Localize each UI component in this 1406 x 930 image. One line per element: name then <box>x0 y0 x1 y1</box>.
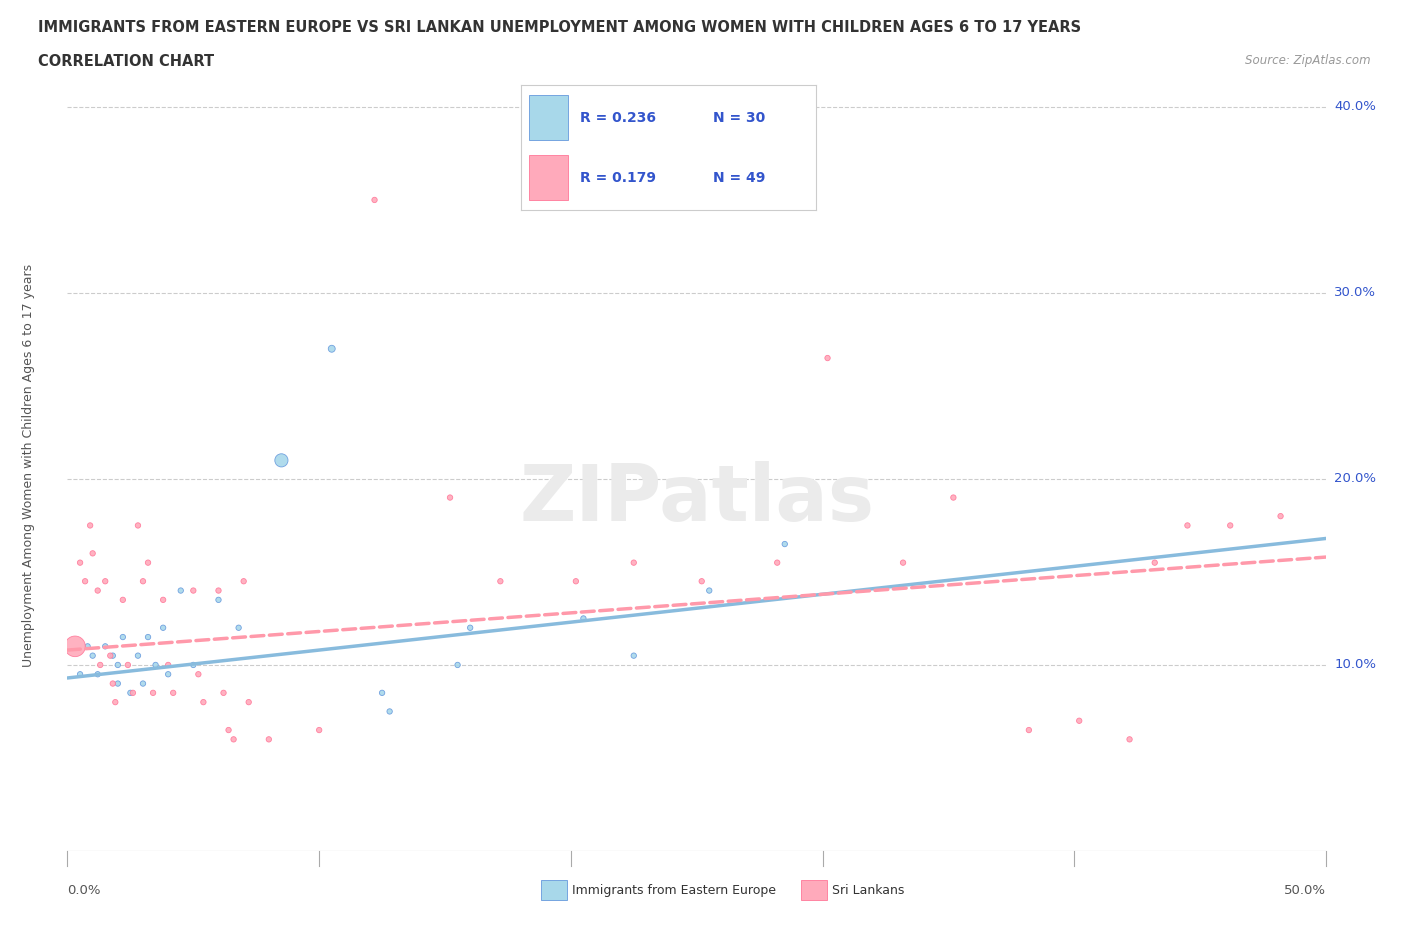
Point <box>228 620 250 635</box>
Point <box>94 574 117 589</box>
Point <box>1270 509 1292 524</box>
Point <box>623 555 645 570</box>
Point <box>117 658 139 672</box>
Point <box>690 574 713 589</box>
Point <box>773 537 796 551</box>
Point <box>107 676 129 691</box>
Point <box>1069 713 1091 728</box>
Point <box>145 658 167 672</box>
Point <box>697 583 720 598</box>
Point <box>152 620 174 635</box>
Text: Unemployment Among Women with Children Ages 6 to 17 years: Unemployment Among Women with Children A… <box>21 263 35 667</box>
Text: R = 0.179: R = 0.179 <box>579 171 655 185</box>
Text: 30.0%: 30.0% <box>1334 286 1376 299</box>
Point <box>69 667 91 682</box>
Point <box>152 592 174 607</box>
Text: Source: ZipAtlas.com: Source: ZipAtlas.com <box>1246 54 1371 67</box>
Point <box>1219 518 1241 533</box>
Point <box>257 732 280 747</box>
Point <box>817 351 839 365</box>
Point <box>170 583 193 598</box>
Point <box>891 555 914 570</box>
Point <box>212 685 235 700</box>
Point <box>136 555 159 570</box>
Point <box>183 583 205 598</box>
Point <box>82 648 104 663</box>
Point <box>232 574 254 589</box>
Point <box>157 667 180 682</box>
Point <box>63 639 86 654</box>
Point <box>446 658 468 672</box>
Text: 0.0%: 0.0% <box>67 884 101 897</box>
Point <box>942 490 965 505</box>
Point <box>565 574 588 589</box>
Text: R = 0.236: R = 0.236 <box>579 111 655 125</box>
Point <box>111 592 134 607</box>
Text: 20.0%: 20.0% <box>1334 472 1376 485</box>
Text: CORRELATION CHART: CORRELATION CHART <box>38 54 214 69</box>
Point <box>489 574 512 589</box>
Text: 50.0%: 50.0% <box>1284 884 1326 897</box>
Point <box>623 648 645 663</box>
Point <box>270 453 292 468</box>
Point <box>122 685 145 700</box>
Text: N = 49: N = 49 <box>713 171 765 185</box>
Point <box>439 490 461 505</box>
Point <box>766 555 789 570</box>
FancyBboxPatch shape <box>530 96 568 140</box>
Text: Sri Lankans: Sri Lankans <box>832 884 904 897</box>
Point <box>120 685 142 700</box>
Text: 10.0%: 10.0% <box>1334 658 1376 671</box>
Point <box>98 648 121 663</box>
Point <box>1118 732 1140 747</box>
Point <box>207 592 229 607</box>
Point <box>142 685 165 700</box>
Text: 40.0%: 40.0% <box>1334 100 1376 113</box>
Point <box>321 341 343 356</box>
Point <box>136 630 159 644</box>
Point <box>75 574 97 589</box>
Point <box>86 583 108 598</box>
Point <box>187 667 209 682</box>
Point <box>378 704 401 719</box>
Point <box>69 555 91 570</box>
Point <box>101 648 124 663</box>
FancyBboxPatch shape <box>530 155 568 200</box>
Point <box>458 620 481 635</box>
Point <box>76 639 98 654</box>
Point <box>308 723 330 737</box>
Point <box>89 658 111 672</box>
Point <box>132 574 155 589</box>
Point <box>127 648 149 663</box>
Point <box>107 658 129 672</box>
Point <box>371 685 394 700</box>
Point <box>101 676 124 691</box>
Point <box>104 695 127 710</box>
Point <box>82 546 104 561</box>
Text: N = 30: N = 30 <box>713 111 765 125</box>
Text: ZIPatlas: ZIPatlas <box>519 461 875 538</box>
Point <box>127 518 149 533</box>
Point <box>363 193 385 207</box>
Point <box>162 685 184 700</box>
Point <box>111 630 134 644</box>
Point <box>238 695 260 710</box>
Text: Immigrants from Eastern Europe: Immigrants from Eastern Europe <box>572 884 776 897</box>
Point <box>222 732 245 747</box>
Point <box>94 639 117 654</box>
Point <box>207 583 229 598</box>
Point <box>193 695 215 710</box>
Point <box>79 518 101 533</box>
Point <box>1177 518 1199 533</box>
Point <box>132 676 155 691</box>
Point <box>183 658 205 672</box>
Point <box>157 658 180 672</box>
Point <box>1143 555 1166 570</box>
Text: IMMIGRANTS FROM EASTERN EUROPE VS SRI LANKAN UNEMPLOYMENT AMONG WOMEN WITH CHILD: IMMIGRANTS FROM EASTERN EUROPE VS SRI LA… <box>38 20 1081 35</box>
Point <box>572 611 595 626</box>
Point <box>86 667 108 682</box>
Point <box>1018 723 1040 737</box>
Point <box>218 723 240 737</box>
